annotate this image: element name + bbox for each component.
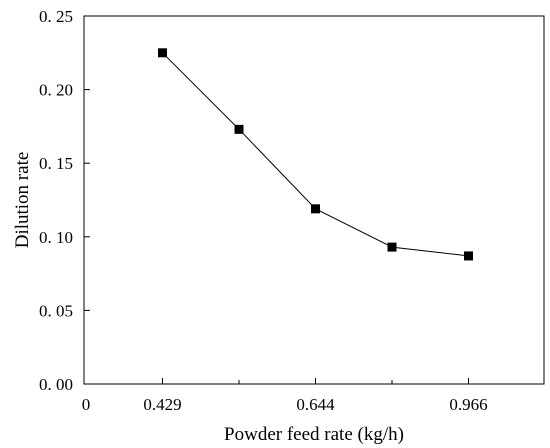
plot-frame bbox=[83, 15, 545, 385]
y-tick-label: 0. 25 bbox=[39, 7, 73, 26]
data-point-marker bbox=[234, 124, 244, 134]
x-tick-label: 0.966 bbox=[449, 395, 487, 414]
y-tick-label: 0. 00 bbox=[39, 375, 73, 394]
x-axis: 0 0.429 0.644 0.966 bbox=[82, 378, 488, 414]
x-tick-label: 0.429 bbox=[143, 395, 181, 414]
y-tick-label: 0. 20 bbox=[39, 81, 73, 100]
data-point-marker bbox=[464, 251, 473, 261]
x-tick-label: 0.644 bbox=[296, 395, 335, 414]
series-line bbox=[162, 52, 469, 257]
y-tick-label: 0. 10 bbox=[39, 228, 73, 247]
data-point-marker bbox=[311, 204, 320, 214]
y-axis: 0. 00 0. 05 0. 10 0. 15 0. 20 0. 25 bbox=[39, 7, 90, 394]
x-tick-label: 0 bbox=[82, 395, 91, 414]
y-tick-label: 0. 15 bbox=[39, 154, 73, 173]
x-axis-title: Powder feed rate (kg/h) bbox=[224, 424, 404, 445]
y-tick-label: 0. 05 bbox=[39, 301, 73, 320]
series-markers bbox=[158, 48, 473, 261]
data-point-marker bbox=[387, 242, 397, 252]
data-point-marker bbox=[158, 48, 167, 58]
y-axis-title: Dilution rate bbox=[12, 152, 33, 249]
